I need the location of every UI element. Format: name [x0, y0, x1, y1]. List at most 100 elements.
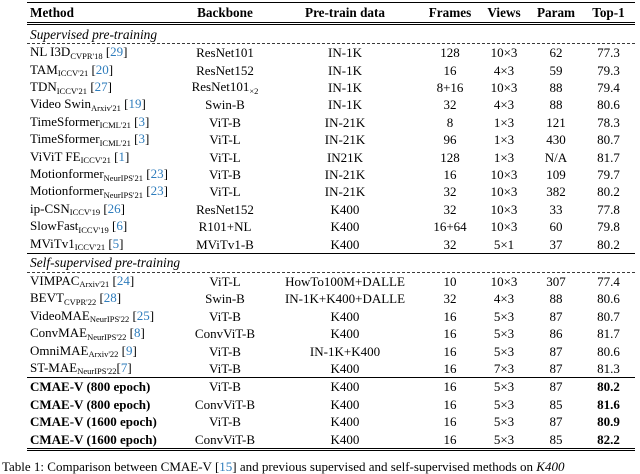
- backbone-name: ViT-L: [209, 184, 241, 200]
- top1-cell: 81.7: [597, 149, 620, 165]
- backbone-cell: ConvViT-B: [182, 431, 268, 448]
- citation-link[interactable]: 3: [138, 131, 145, 147]
- method-venue-subscript: NeurIPS'22: [77, 366, 117, 377]
- pretrain-data-cell: IN-21K: [324, 167, 366, 183]
- top1-cell: 81.6: [597, 396, 620, 412]
- method-name: Motionformer: [30, 166, 104, 182]
- pretrain-data-cell: IN-1K: [328, 97, 362, 113]
- top1-cell: 80.2: [597, 184, 620, 200]
- citation-link[interactable]: 9: [125, 342, 133, 358]
- param-cell: 87: [549, 414, 563, 430]
- table-row: VideoMAENeurIPS'22 [25] ViT-B K400 16 5×3 87 8…: [27, 308, 635, 325]
- method-cell: BEVTCVPR'22 [28]: [27, 289, 182, 308]
- pretrain-data-cell: IN-21K: [324, 114, 366, 130]
- top1-cell: 80.7: [597, 308, 620, 324]
- citation-bracket: ]: [141, 96, 146, 112]
- top1-cell: 80.6: [597, 97, 620, 113]
- method-venue-subscript: Arxiv'22: [88, 349, 119, 360]
- backbone-name: ResNet152: [196, 201, 254, 217]
- citation-bracket: ]: [116, 290, 122, 306]
- table-row: TAMICCV'21 [20] ResNet152 IN-1K 16 4×3 59 79.3: [27, 62, 635, 79]
- column-header-views: Views: [487, 4, 521, 20]
- method-name: CMAE-V (800 epoch): [30, 379, 151, 395]
- citation-link[interactable]: 24: [116, 272, 130, 288]
- citation-link[interactable]: 26: [107, 200, 121, 216]
- caption-dataset: K400: [536, 459, 565, 474]
- citation-link[interactable]: 8: [133, 325, 141, 341]
- backbone-name: ResNet101: [191, 79, 250, 95]
- citation-link[interactable]: 23: [150, 183, 164, 199]
- citation-bracket: [: [146, 183, 151, 199]
- frames-cell: 8+16: [436, 80, 464, 96]
- citation-bracket: [: [108, 235, 113, 251]
- citation-link[interactable]: 25: [136, 307, 150, 323]
- citation-link[interactable]: 6: [116, 218, 123, 234]
- citation-bracket: ]: [163, 166, 168, 182]
- citation-bracket: [: [103, 200, 108, 216]
- citation-link[interactable]: 7: [120, 359, 128, 375]
- citation-link[interactable]: 3: [138, 113, 145, 129]
- citation-bracket: [: [132, 307, 137, 323]
- citation-bracket: [: [134, 113, 139, 129]
- top1-cell: 80.2: [597, 236, 620, 252]
- method-name: CMAE-V (1600 epoch): [30, 431, 157, 447]
- method-venue-subscript: CVPR'22: [63, 296, 97, 307]
- citation-link[interactable]: 20: [95, 61, 109, 77]
- param-cell: 87: [549, 343, 563, 359]
- citation-bracket: [: [99, 290, 104, 306]
- param-cell: 37: [549, 236, 563, 252]
- citation-bracket: ]: [163, 183, 168, 199]
- citation-link[interactable]: 29: [110, 44, 124, 60]
- citation-link[interactable]: 28: [103, 290, 117, 306]
- citation-link[interactable]: 23: [150, 166, 164, 182]
- column-header-method: Method: [30, 4, 74, 20]
- caption-middle: ] and previous supervised and self-super…: [232, 459, 537, 474]
- backbone-name: ViT-L: [209, 132, 241, 148]
- method-cell: TDNICCV'21 [27]: [27, 78, 182, 97]
- backbone-name: ViT-B: [209, 360, 241, 376]
- citation-link[interactable]: 1: [118, 148, 126, 164]
- citation-bracket: ]: [140, 325, 145, 341]
- backbone-cell: ConvViT-B: [182, 325, 268, 342]
- param-cell: 87: [549, 360, 563, 376]
- backbone-cell: Swin-B: [182, 96, 268, 113]
- citation-bracket: [: [116, 359, 121, 375]
- citation-link[interactable]: 5: [112, 235, 120, 251]
- top1-cell: 77.3: [597, 45, 620, 61]
- backbone-name: R101+NL: [198, 219, 252, 235]
- table-row: CMAE-V (800 epoch) ViT-B K400 16 5×3 87 80.2: [27, 378, 635, 395]
- frames-cell: 32: [443, 201, 457, 217]
- method-cell: ST-MAENeurIPS'22[7]: [27, 359, 182, 378]
- views-cell: 5×3: [493, 308, 515, 324]
- citation-link[interactable]: 19: [128, 96, 142, 112]
- table-row: MViTv1ICCV'21 [5] MViTv1-B K400 32 5×1 37 80.2: [27, 236, 635, 253]
- method-name: SlowFast: [30, 218, 79, 234]
- views-cell: 10×3: [490, 80, 518, 96]
- frames-cell: 32: [443, 97, 457, 113]
- method-cell: SlowFastICCV'19 [6]: [27, 217, 182, 236]
- citation-bracket: ]: [127, 359, 132, 375]
- top1-cell: 80.9: [597, 414, 620, 430]
- table-row: ip-CSNICCV'19 [26] ResNet152 K400 32 10×3 33 7…: [27, 201, 635, 218]
- frames-cell: 16: [443, 414, 457, 430]
- top1-cell: 79.7: [597, 167, 620, 183]
- param-cell: 86: [549, 326, 563, 342]
- backbone-name: ViT-B: [209, 114, 241, 130]
- method-name: ip-CSN: [30, 200, 70, 216]
- pretrain-data-cell: IN-1K+K400: [309, 343, 381, 359]
- top1-cell: 82.2: [597, 431, 620, 447]
- top1-cell: 80.7: [597, 132, 620, 148]
- citation-bracket: [: [124, 96, 129, 112]
- caption-prefix: Table 1: Comparison between CMAE-V [: [2, 459, 220, 474]
- caption-citation-link[interactable]: 15: [219, 459, 233, 474]
- citation-bracket: [: [112, 272, 117, 288]
- table-row: ST-MAENeurIPS'22[7] ViT-B K400 16 7×3 87 81.3: [27, 360, 635, 377]
- citation-bracket: ]: [149, 307, 155, 323]
- table-row: VIMPACArxiv'21 [24] ViT-L HowTo100M+DALLE 1…: [27, 273, 635, 290]
- section-header: Supervised pre-training: [27, 25, 635, 45]
- views-cell: 5×3: [493, 431, 515, 447]
- table-caption: Table 1: Comparison between CMAE-V [15] …: [2, 459, 638, 474]
- top1-cell: 78.3: [597, 114, 620, 130]
- citation-bracket: ]: [132, 342, 137, 358]
- citation-link[interactable]: 27: [94, 79, 108, 95]
